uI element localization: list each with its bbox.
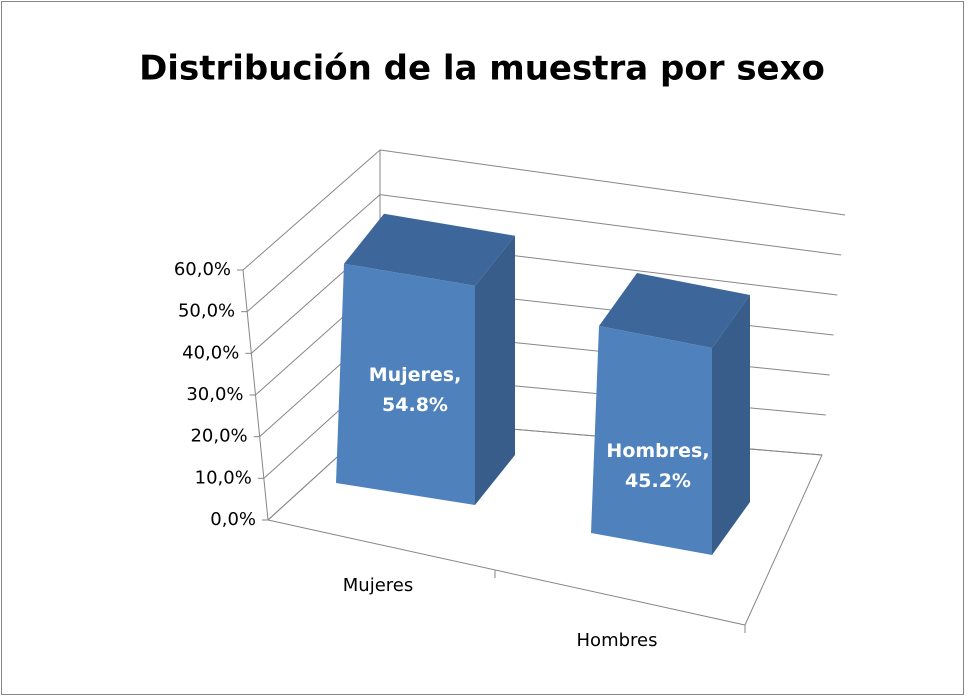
y-tick-label: 20,0% [190, 426, 247, 447]
bar-top [599, 272, 750, 348]
chart-title: Distribución de la muestra por sexo [139, 49, 825, 89]
y-tick-label: 60,0% [174, 259, 231, 280]
data-label: Mujeres, 54.8% [368, 364, 462, 416]
bar-side [712, 294, 750, 555]
y-tick-label: 0,0% [210, 509, 256, 530]
bar [336, 263, 475, 505]
y-tick-label: 10,0% [195, 467, 252, 488]
y-axis [242, 269, 269, 521]
y-tick-label: 40,0% [182, 342, 239, 363]
x-tick-label: Hombres [577, 630, 658, 651]
bar-side [475, 235, 515, 506]
bar [591, 325, 712, 555]
x-tick-label: Mujeres [343, 575, 413, 596]
y-tick-label: 50,0% [178, 301, 235, 322]
data-label: Hombres, 45.2% [606, 440, 710, 492]
y-tick-label: 30,0% [186, 384, 243, 405]
bar-top [344, 213, 515, 286]
